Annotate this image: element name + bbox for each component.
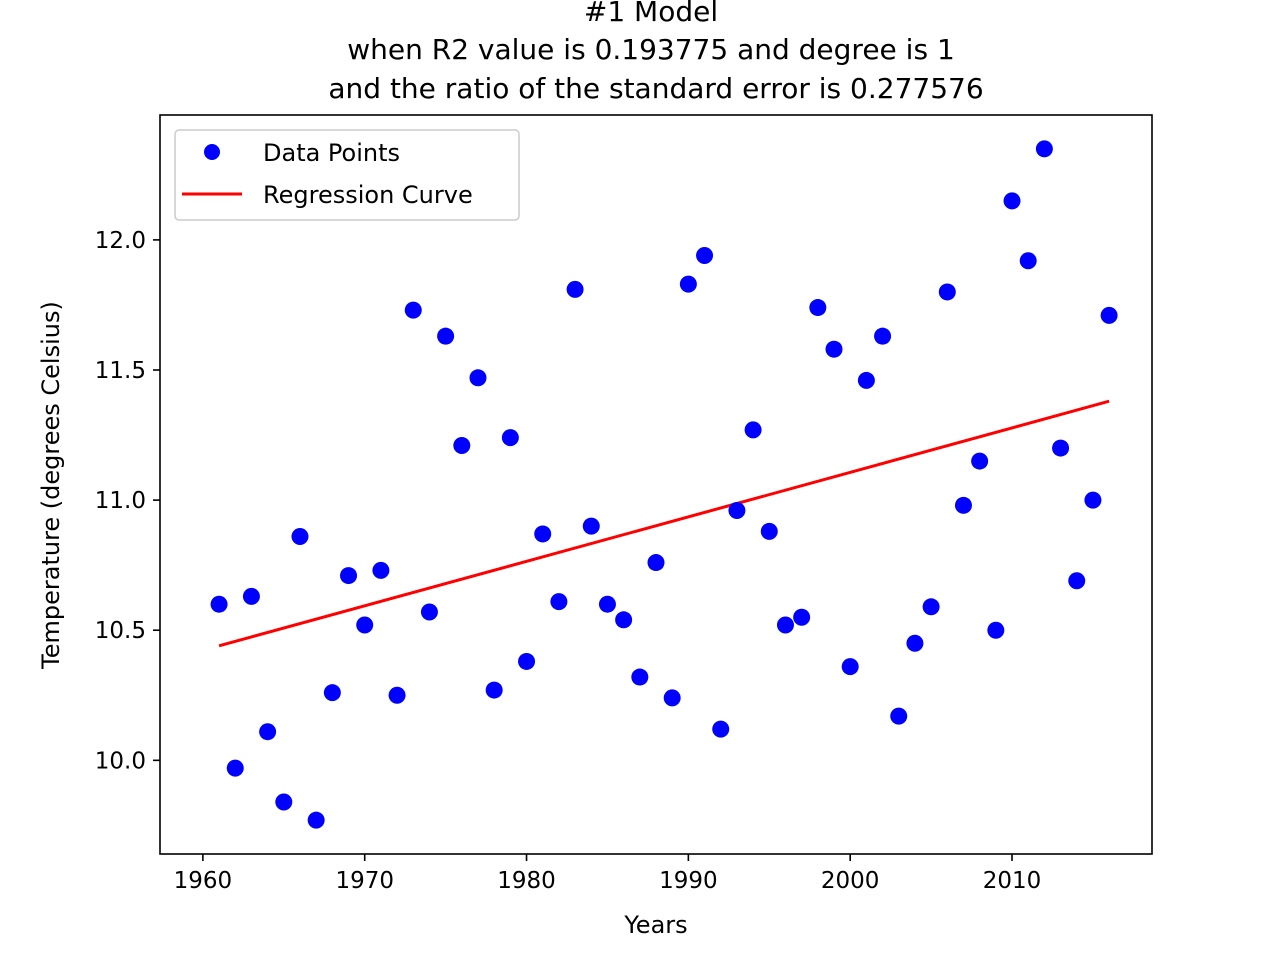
x-tick-label: 2010: [983, 868, 1042, 894]
data-point: [275, 793, 293, 811]
data-point: [469, 369, 487, 387]
data-point: [518, 652, 536, 670]
data-point: [938, 283, 956, 301]
chart-title-line-1: #1 Model: [584, 0, 718, 28]
y-axis-ticks: 10.0 10.5 11.0 11.5 12.0: [95, 228, 160, 774]
data-point: [1084, 491, 1102, 509]
legend-marker-data-points: [204, 144, 220, 160]
data-point: [404, 301, 422, 319]
data-point: [566, 280, 584, 298]
data-point: [534, 525, 552, 543]
data-point: [793, 608, 811, 626]
y-tick-label: 11.0: [95, 488, 146, 514]
data-point: [1068, 572, 1086, 590]
data-point: [259, 723, 277, 741]
data-point: [971, 452, 989, 470]
data-point: [647, 554, 665, 572]
x-axis-ticks: 1960 1970 1980 1990 2000 2010: [174, 854, 1042, 894]
data-point: [631, 668, 649, 686]
y-tick-label: 10.0: [95, 748, 146, 774]
legend: Data Points Regression Curve: [174, 129, 520, 221]
data-point: [728, 502, 746, 520]
data-point: [987, 621, 1005, 639]
data-point: [372, 561, 390, 579]
data-point: [485, 681, 503, 699]
data-point: [340, 567, 358, 585]
x-tick-label: 1960: [174, 868, 233, 894]
data-point: [1100, 306, 1118, 324]
data-point: [776, 616, 794, 634]
data-point: [226, 759, 244, 777]
plot-area: [160, 115, 1152, 854]
y-axis-label: Temperature (degrees Celsius): [37, 301, 65, 670]
data-point: [453, 436, 471, 454]
data-point: [323, 684, 341, 702]
regression-curve: [218, 399, 1110, 648]
data-point: [307, 811, 325, 829]
chart-title-line-3: and the ratio of the standard error is 0…: [328, 72, 983, 105]
data-point: [696, 247, 714, 265]
chart-title-line-2: when R2 value is 0.193775 and degree is …: [347, 33, 955, 66]
y-tick-label: 10.5: [95, 618, 146, 644]
data-point: [857, 371, 875, 389]
data-point: [1035, 140, 1053, 158]
legend-box: [174, 129, 520, 221]
data-point: [760, 522, 778, 540]
data-point: [420, 603, 438, 621]
data-point: [615, 611, 633, 629]
data-point: [906, 634, 924, 652]
data-point: [679, 275, 697, 293]
data-point: [841, 658, 859, 676]
legend-label-data-points: Data Points: [263, 139, 400, 167]
data-point: [744, 421, 762, 439]
y-tick-label: 11.5: [95, 358, 146, 384]
x-tick-label: 1990: [659, 868, 718, 894]
data-point: [825, 340, 843, 358]
data-point: [712, 720, 730, 738]
data-point: [874, 327, 892, 345]
x-tick-label: 1980: [497, 868, 556, 894]
data-point: [388, 686, 406, 704]
data-point: [291, 528, 309, 546]
data-point: [582, 517, 600, 535]
x-axis-label: Years: [623, 911, 687, 939]
data-point: [356, 616, 374, 634]
data-point: [242, 587, 260, 605]
data-point: [1052, 439, 1070, 457]
data-point: [663, 689, 681, 707]
data-points-layer: [210, 140, 1118, 829]
data-point: [1019, 252, 1037, 270]
data-point: [922, 598, 940, 616]
data-point: [210, 595, 228, 613]
data-point: [954, 496, 972, 514]
data-point: [598, 595, 616, 613]
y-tick-label: 12.0: [95, 228, 146, 254]
data-point: [501, 429, 519, 447]
data-point: [437, 327, 455, 345]
data-point: [1003, 192, 1021, 210]
legend-label-regression-curve: Regression Curve: [263, 181, 473, 209]
data-point: [550, 593, 568, 611]
regression-layer: [218, 399, 1110, 648]
x-tick-label: 2000: [821, 868, 880, 894]
data-point: [890, 707, 908, 725]
x-tick-label: 1970: [335, 868, 394, 894]
data-point: [809, 299, 827, 317]
plot-border: [159, 114, 1153, 855]
